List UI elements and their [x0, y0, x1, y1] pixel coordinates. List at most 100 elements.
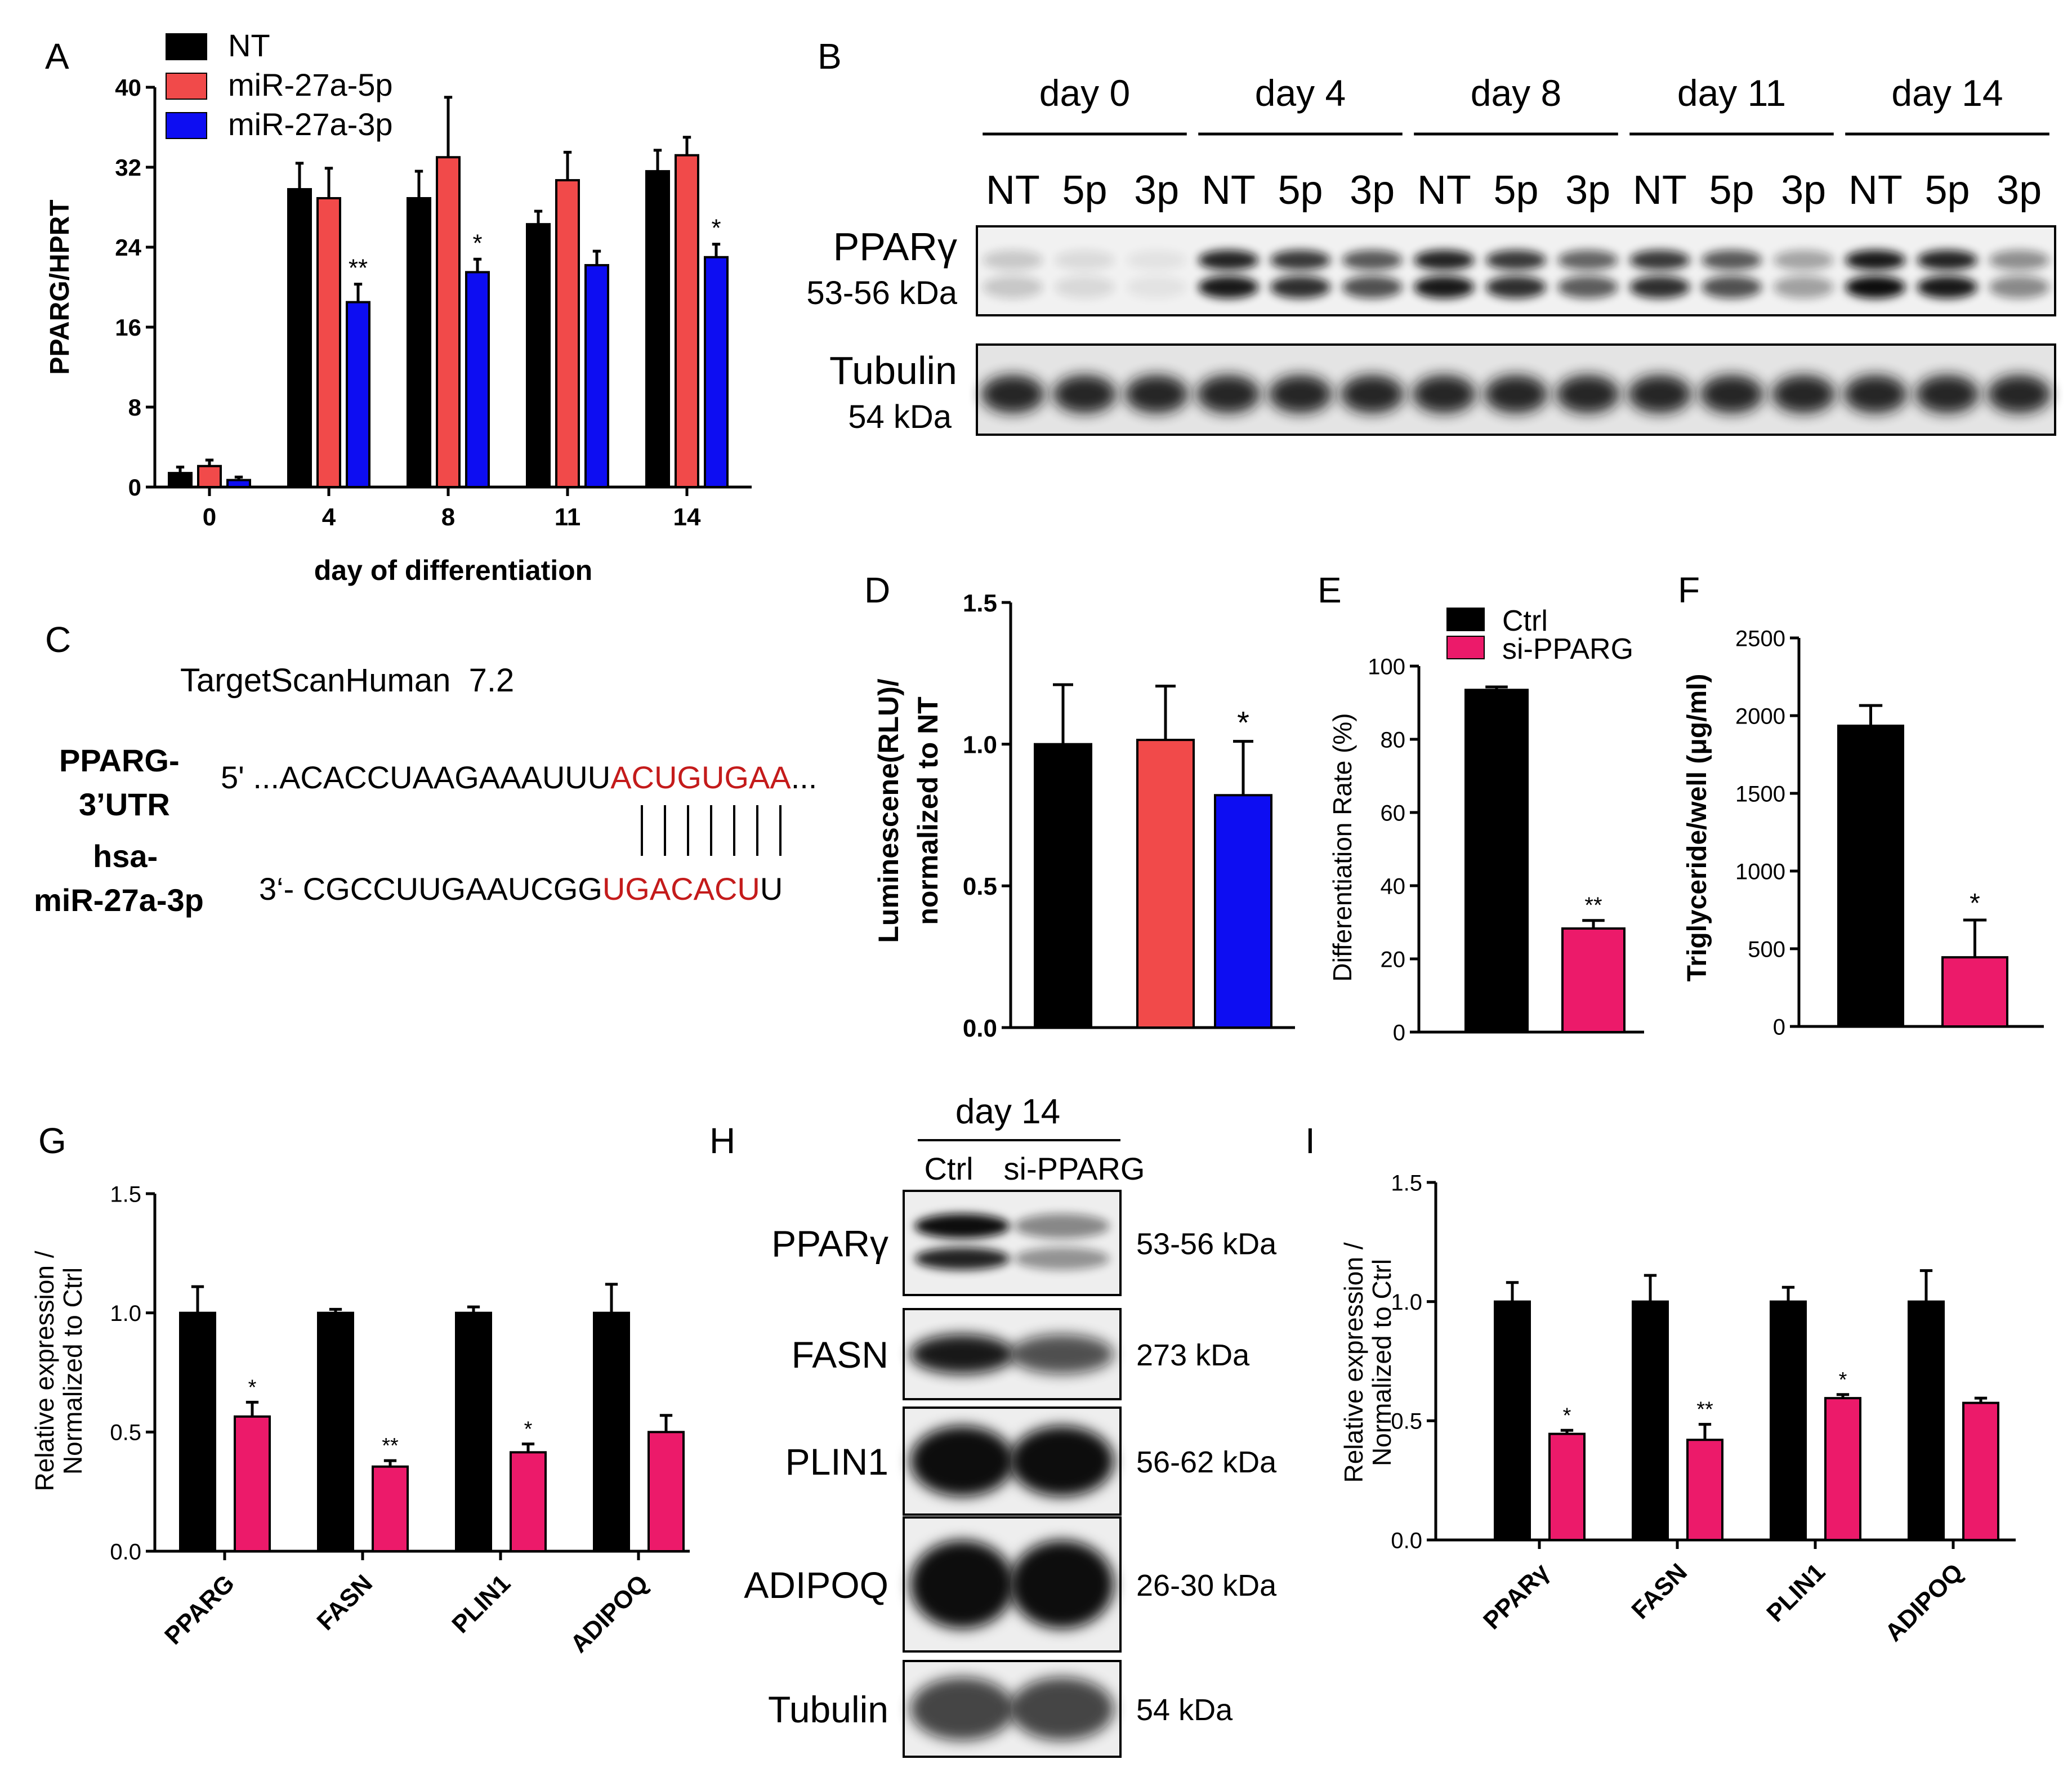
lane-label: 3p	[1997, 168, 2042, 213]
bar	[1962, 1401, 1999, 1541]
x-tick-label: PLIN1	[446, 1569, 516, 1638]
western-blot-h: day 14 Ctrl si-PPARG PPARγ 53-56 kDa FASN 273 …	[744, 1092, 1277, 1758]
y-tick-label: 0.0	[963, 1015, 997, 1042]
mir-label-line2: miR-27a-3p	[34, 882, 204, 918]
y-tick-label: 0.0	[110, 1539, 141, 1564]
significance-mark: *	[1563, 1404, 1571, 1427]
lane-label: NT	[1417, 168, 1471, 213]
x-tick-label: 0	[203, 503, 216, 531]
chart-a: 0 8 16 24 32 40 0 ** 4 * 8 11 * 14 day of differentiat…	[45, 28, 752, 586]
ppar-band-upper	[1485, 250, 1547, 270]
legend-swatch	[166, 33, 207, 60]
y-axis-title-line2: normalized to NT	[912, 696, 944, 925]
lane-label: NT	[986, 168, 1040, 213]
bar	[1686, 1439, 1723, 1541]
legend-swatch	[1446, 636, 1485, 659]
band-upper	[1014, 1213, 1110, 1239]
lane-label: 3p	[1781, 168, 1826, 213]
chart-g: 0.0 0.5 1.0 1.5 * PPARG ** FASN * PLIN1 ADIPOQ Rela…	[30, 1182, 690, 1658]
legend-swatch	[166, 112, 207, 139]
blot-h-header: day 14	[955, 1092, 1060, 1131]
bar	[1464, 689, 1529, 1033]
blot-box-ppar	[976, 225, 2056, 316]
ppar-band-lower	[1342, 276, 1403, 298]
y-tick-label: 0	[128, 474, 141, 501]
y-tick-label: 500	[1748, 937, 1785, 962]
blot-row-size: 53-56 kDa	[1136, 1227, 1277, 1261]
panel-label-a: A	[45, 36, 69, 77]
y-tick-label: 80	[1381, 727, 1406, 752]
tubulin-band	[1340, 375, 1404, 413]
x-tick-label: 8	[441, 503, 455, 531]
tubulin-band	[1412, 375, 1476, 413]
significance-mark: **	[382, 1434, 399, 1458]
y-tick-label: 0.0	[1391, 1528, 1422, 1553]
lane-label: Ctrl	[924, 1151, 973, 1186]
x-tick-label: 11	[555, 503, 581, 531]
band	[1010, 1677, 1114, 1741]
ppar-band-upper	[1126, 250, 1187, 270]
tubulin-band	[1628, 375, 1692, 413]
y-tick-label: 1500	[1735, 782, 1785, 806]
blot-day-label: day 8	[1471, 72, 1561, 114]
lane-label: 5p	[1493, 168, 1538, 213]
tubulin-band	[1124, 375, 1189, 413]
bar	[372, 1465, 409, 1552]
significance-mark: **	[1584, 893, 1602, 918]
utr-prefix: 5' ...ACACCUAAGAAAUUU	[221, 760, 610, 795]
significance-mark: *	[248, 1376, 257, 1399]
blot-day-label: day 11	[1677, 72, 1786, 114]
blot-row-name: PPARγ	[771, 1223, 888, 1265]
lane-label: NT	[1848, 168, 1903, 213]
bar	[287, 188, 312, 488]
ppar-band-upper	[1773, 250, 1834, 270]
panel-label-e: E	[1318, 570, 1342, 610]
lane-label: NT	[1633, 168, 1687, 213]
gene-label-line1: PPARG-	[59, 743, 180, 778]
ppar-band-lower	[1485, 276, 1547, 298]
ppar-band-upper	[1989, 250, 2049, 270]
legend-swatch	[1446, 608, 1485, 631]
y-tick-label: 1.5	[1391, 1171, 1422, 1195]
bar	[1908, 1300, 1945, 1542]
ppar-band-upper	[1629, 250, 1690, 270]
y-tick-label: 0	[1393, 1020, 1405, 1045]
bar	[317, 1311, 354, 1553]
x-tick-label: PPARG	[159, 1569, 240, 1650]
tubulin-band	[1771, 375, 1836, 413]
gene-label-line2: 3’UTR	[79, 787, 170, 822]
bar	[1548, 1432, 1586, 1542]
lane-label: 3p	[1350, 168, 1395, 213]
legend-label: NT	[228, 28, 270, 63]
x-tick-label: FASN	[1626, 1558, 1693, 1624]
y-tick-label: 100	[1368, 654, 1405, 679]
y-tick-label: 0.5	[1391, 1409, 1422, 1434]
chart-d: 0.0 0.5 1.0 1.5 * Luminescene(RLU)/ normalized…	[873, 590, 1295, 1042]
bar	[407, 197, 431, 488]
mir-label-line1: hsa-	[93, 838, 158, 874]
bar	[645, 170, 670, 489]
legend-swatch	[166, 73, 207, 100]
ppar-band-lower	[1270, 276, 1331, 298]
ppar-band-upper	[1701, 250, 1762, 270]
band	[910, 1540, 1015, 1629]
y-tick-label: 1000	[1735, 859, 1785, 884]
panel-label-i: I	[1305, 1120, 1315, 1161]
y-tick-label: 8	[128, 394, 141, 421]
y-axis-title: Differentiation Rate (%)	[1328, 713, 1357, 981]
blot-row-name: FASN	[792, 1334, 888, 1376]
blot-row-size: 26-30 kDa	[1136, 1569, 1277, 1602]
y-tick-label: 16	[115, 314, 141, 341]
significance-mark: *	[1839, 1368, 1847, 1392]
bar	[346, 301, 370, 488]
blot-row-size: 53-56 kDa	[806, 275, 957, 311]
x-axis-title: day of differentiation	[314, 555, 592, 586]
x-tick-label: PLIN1	[1761, 1558, 1830, 1627]
bar	[1824, 1397, 1861, 1542]
panel-label-h: H	[709, 1120, 735, 1161]
blot-day-label: day 14	[1891, 72, 2003, 114]
y-tick-label: 0.5	[963, 873, 997, 900]
y-tick-label: 20	[1381, 947, 1406, 972]
ppar-band-lower	[1054, 276, 1115, 298]
bar	[584, 264, 609, 488]
